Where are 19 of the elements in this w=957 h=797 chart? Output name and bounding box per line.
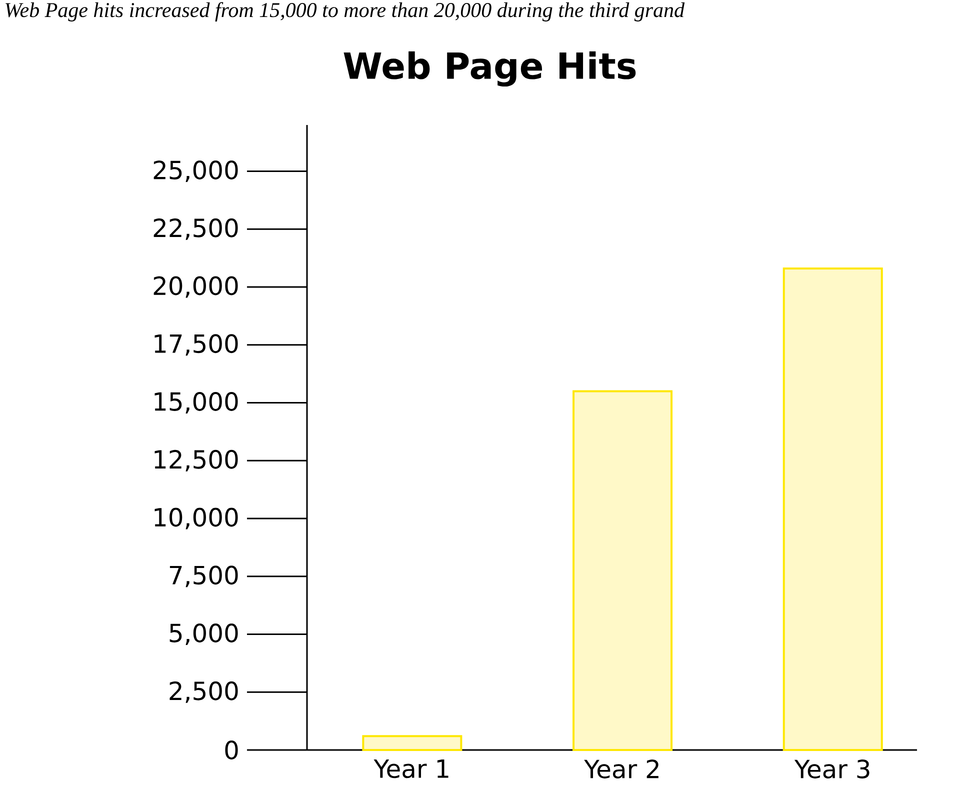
bar: [362, 735, 462, 751]
chart-title: Web Page Hits: [344, 51, 636, 87]
y-tick-label: 20,000: [154, 276, 238, 298]
x-tick-label: Year 3: [794, 760, 870, 778]
y-tick-label: 2,500: [170, 681, 238, 703]
bar: [572, 390, 673, 751]
y-tick-label: 10,000: [154, 508, 238, 530]
x-tick-label: Year 1: [374, 760, 448, 778]
y-tick-label: 17,500: [154, 334, 238, 356]
y-tick-label: 15,000: [154, 392, 238, 414]
text: Web Page hits increased from 15,000 to more than 20,000 during the third grand: [6, 2, 685, 22]
y-tick-label: 7,500: [170, 566, 238, 588]
bar: [782, 268, 883, 751]
y-tick-label: 5,000: [170, 624, 238, 645]
y-tick-label: 12,500: [154, 450, 238, 472]
y-tick-label: 25,000: [154, 160, 238, 182]
y-tick-label: 0: [225, 740, 238, 760]
y-tick-label: 22,500: [154, 218, 238, 240]
x-tick-label: Year 2: [584, 760, 658, 778]
